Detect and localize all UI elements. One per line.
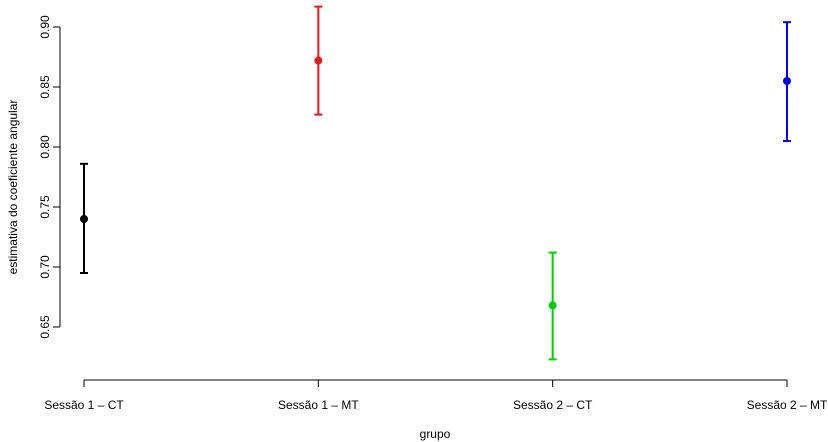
- y-axis-title: estimativa do coeficiente angular: [6, 100, 20, 275]
- y-tick-label: 0.80: [38, 135, 52, 159]
- error-bar-group: [548, 251, 557, 361]
- data-point: [548, 301, 557, 310]
- y-tick-label: 0.75: [38, 195, 52, 219]
- data-point: [80, 215, 88, 223]
- y-axis: 0.65 0.70 0.75 0.80 0.85 0.90: [38, 15, 61, 339]
- y-tick-label: 0.65: [38, 315, 52, 339]
- error-bar-group: [783, 21, 791, 142]
- data-point: [314, 56, 323, 65]
- x-tick-label: Sessão 1 – CT: [44, 398, 124, 412]
- data-marks: [80, 5, 791, 361]
- error-bar-group: [314, 5, 323, 116]
- x-axis: Sessão 1 – CT Sessão 1 – MT Sessão 2 – CT S…: [44, 379, 828, 412]
- y-tick-label: 0.90: [38, 15, 52, 39]
- x-tick-label: Sessão 1 – MT: [278, 398, 359, 412]
- y-tick-label: 0.70: [38, 255, 52, 279]
- x-axis-title: grupo: [420, 427, 451, 441]
- error-bar-group: [80, 162, 88, 274]
- y-tick-label: 0.85: [38, 75, 52, 99]
- x-tick-label: Sessão 2 – MT: [747, 398, 828, 412]
- x-tick-label: Sessão 2 – CT: [513, 398, 593, 412]
- data-point: [783, 77, 791, 85]
